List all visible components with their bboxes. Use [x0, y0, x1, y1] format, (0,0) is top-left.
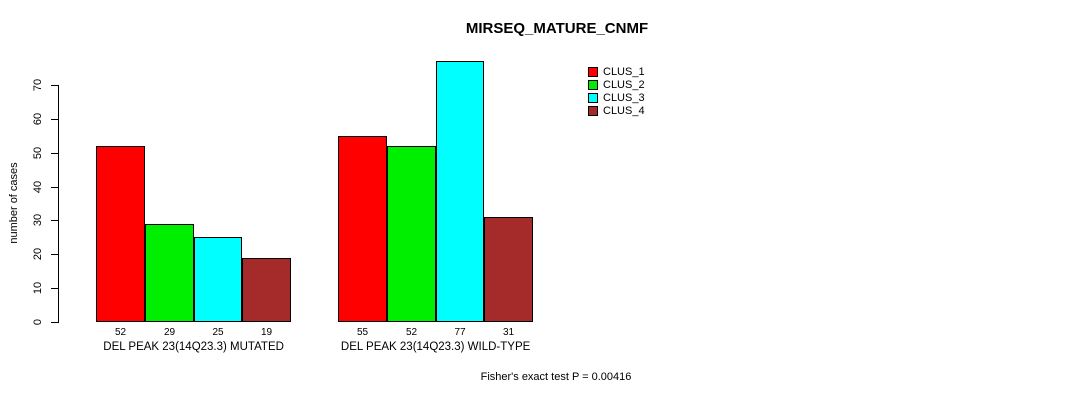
bar-CLUS_2-category-2 — [387, 145, 436, 322]
bar-value-label: 77 — [454, 327, 466, 338]
legend-item: CLUS_2 — [588, 78, 645, 91]
y-tick-label: 50 — [32, 146, 44, 159]
bar-CLUS_3-category-1 — [194, 237, 242, 322]
y-tick-label: 60 — [32, 112, 44, 125]
x-category-label: DEL PEAK 23(14Q23.3) MUTATED — [103, 341, 284, 353]
legend-swatch-CLUS_3 — [588, 92, 598, 103]
bar-CLUS_1-category-2 — [338, 135, 387, 322]
bar-CLUS_4-category-2 — [484, 217, 533, 322]
bar-value-label: 31 — [502, 327, 515, 338]
y-axis-tick — [51, 254, 58, 256]
legend-swatch-CLUS_2 — [588, 79, 598, 90]
legend-label: CLUS_3 — [603, 91, 645, 104]
x-category-label: DEL PEAK 23(14Q23.3) WILD-TYPE — [340, 341, 531, 353]
legend: CLUS_1 CLUS_2 CLUS_3 CLUS_4 — [588, 65, 645, 117]
bar-value-label: 52 — [114, 327, 127, 338]
y-axis-tick — [51, 118, 58, 120]
legend-item: CLUS_3 — [588, 91, 645, 104]
y-tick-label: 70 — [32, 78, 44, 92]
bar-CLUS_4-category-1 — [242, 257, 291, 322]
y-axis-tick — [51, 220, 58, 222]
bar-CLUS_2-category-1 — [145, 223, 194, 322]
bar-value-label: 25 — [212, 327, 224, 338]
y-tick-label: 30 — [32, 214, 44, 227]
y-tick-label: 40 — [32, 180, 44, 193]
legend-item: CLUS_4 — [588, 104, 645, 117]
bar-value-label: 55 — [356, 327, 369, 338]
legend-label: CLUS_2 — [603, 78, 645, 91]
chart-title: MIRSEQ_MATURE_CNMF — [465, 20, 649, 37]
legend-label: CLUS_4 — [603, 104, 645, 117]
y-axis-tick — [51, 186, 58, 188]
legend-swatch-CLUS_1 — [588, 66, 598, 77]
bar-CLUS_1-category-1 — [96, 145, 145, 322]
legend-item: CLUS_1 — [588, 65, 645, 78]
y-tick-label: 10 — [32, 282, 44, 295]
y-axis-tick — [51, 152, 58, 154]
y-axis-tick — [51, 288, 58, 290]
y-tick-label: 0 — [32, 318, 44, 326]
y-axis-title: number of cases — [8, 162, 20, 244]
y-axis-tick — [51, 322, 58, 323]
bar-CLUS_3-category-2 — [436, 61, 484, 322]
y-axis-line — [58, 85, 59, 323]
bar-value-label: 19 — [260, 327, 273, 338]
y-tick-label: 20 — [32, 248, 44, 261]
bar-value-label: 52 — [405, 327, 418, 338]
bar-value-label: 29 — [163, 327, 176, 338]
y-axis-tick — [51, 85, 58, 86]
fisher-test-annotation: Fisher's exact test P = 0.00416 — [480, 371, 632, 383]
legend-swatch-CLUS_4 — [588, 105, 598, 116]
legend-label: CLUS_1 — [603, 65, 645, 78]
